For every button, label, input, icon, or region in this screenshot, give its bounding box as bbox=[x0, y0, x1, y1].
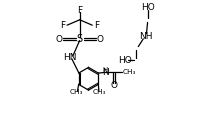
Text: S: S bbox=[77, 34, 83, 44]
Text: CH₃: CH₃ bbox=[69, 89, 83, 95]
Text: N: N bbox=[103, 68, 109, 77]
Text: NH: NH bbox=[139, 32, 153, 41]
Text: O: O bbox=[97, 35, 104, 44]
Text: O: O bbox=[111, 81, 118, 90]
Text: F: F bbox=[60, 21, 65, 30]
Text: HO: HO bbox=[141, 3, 155, 12]
Text: F: F bbox=[94, 21, 99, 30]
Text: CH₃: CH₃ bbox=[123, 69, 136, 75]
Text: H: H bbox=[102, 67, 108, 73]
Text: HN: HN bbox=[63, 53, 76, 62]
Text: O: O bbox=[55, 35, 62, 44]
Text: CH₃: CH₃ bbox=[93, 89, 106, 95]
Text: F: F bbox=[77, 6, 82, 15]
Text: HO: HO bbox=[119, 56, 132, 65]
